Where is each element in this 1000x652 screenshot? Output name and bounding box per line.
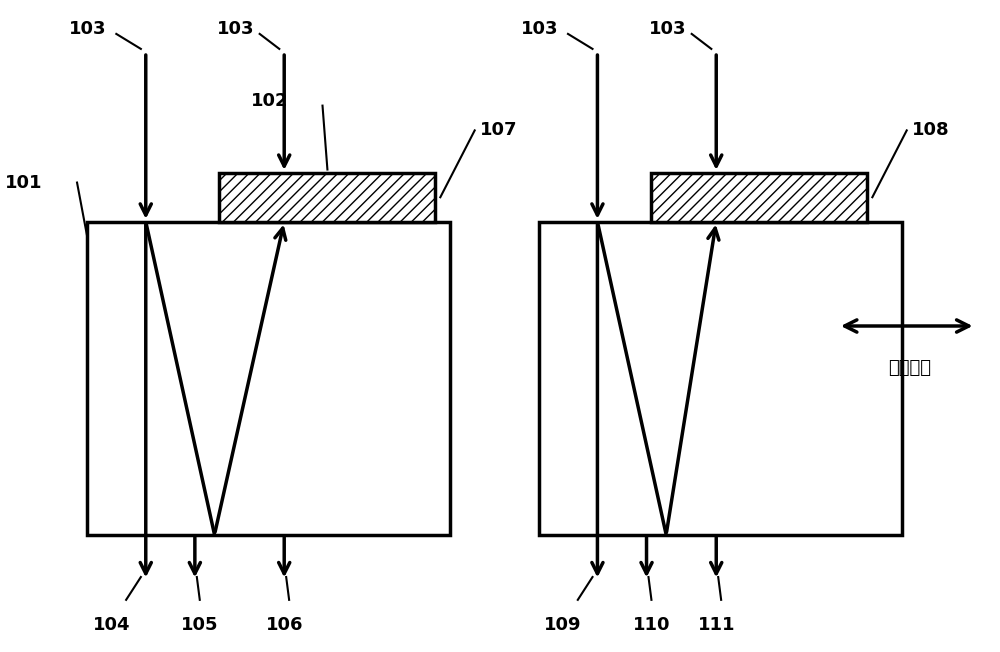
Text: 102: 102 (251, 92, 288, 110)
Text: 101: 101 (5, 173, 43, 192)
Text: 103: 103 (521, 20, 558, 38)
Text: 110: 110 (633, 616, 670, 634)
Text: 103: 103 (649, 20, 687, 38)
Text: 111: 111 (697, 616, 735, 634)
Text: 105: 105 (181, 616, 219, 634)
Text: 106: 106 (265, 616, 303, 634)
Text: 拉伸方向: 拉伸方向 (888, 359, 931, 378)
Text: 107: 107 (480, 121, 517, 140)
Text: 104: 104 (93, 616, 130, 634)
Bar (219, 173, 435, 222)
Text: 108: 108 (912, 121, 949, 140)
Bar (539, 222, 902, 535)
Text: 103: 103 (69, 20, 106, 38)
Bar (651, 173, 867, 222)
Bar (87, 222, 450, 535)
Text: 103: 103 (217, 20, 255, 38)
Text: 109: 109 (544, 616, 582, 634)
